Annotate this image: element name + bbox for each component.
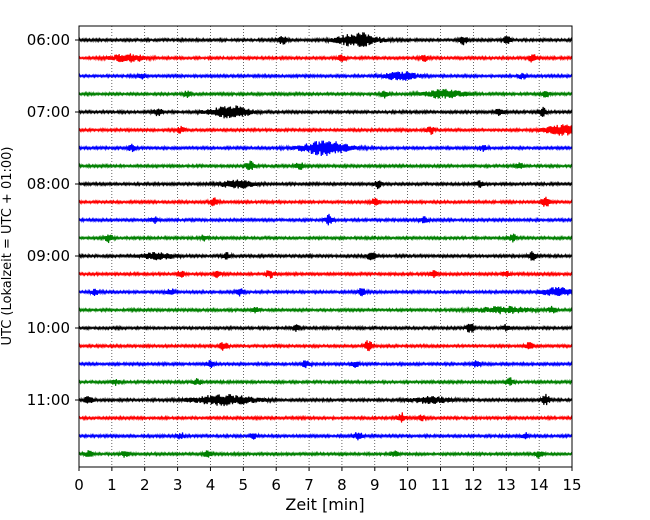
y-tick-label: 09:00 [27,247,70,265]
x-tick-label: 0 [74,476,84,494]
x-tick-label: 15 [562,476,581,494]
y-tick-label: 11:00 [27,391,70,409]
x-tick-label: 8 [337,476,347,494]
x-tick-label: 13 [497,476,516,494]
y-tick-label: 07:00 [27,103,70,121]
x-tick-label: 7 [304,476,314,494]
x-tick-label: 6 [271,476,281,494]
y-tick-label: 06:00 [27,31,70,49]
y-tick-label: 10:00 [27,319,70,337]
y-axis-label: UTC (Lokalzeit = UTC + 01:00) [0,147,15,346]
x-tick-label: 4 [206,476,216,494]
x-tick-label: 10 [398,476,417,494]
x-tick-label: 1 [107,476,117,494]
x-tick-label: 3 [173,476,183,494]
x-tick-label: 9 [370,476,380,494]
x-tick-label: 12 [464,476,483,494]
x-tick-label: 5 [239,476,249,494]
x-tick-label: 11 [431,476,450,494]
x-axis-label: Zeit [min] [285,495,364,514]
x-tick-label: 2 [140,476,150,494]
y-tick-label: 08:00 [27,175,70,193]
x-tick-label: 14 [530,476,549,494]
